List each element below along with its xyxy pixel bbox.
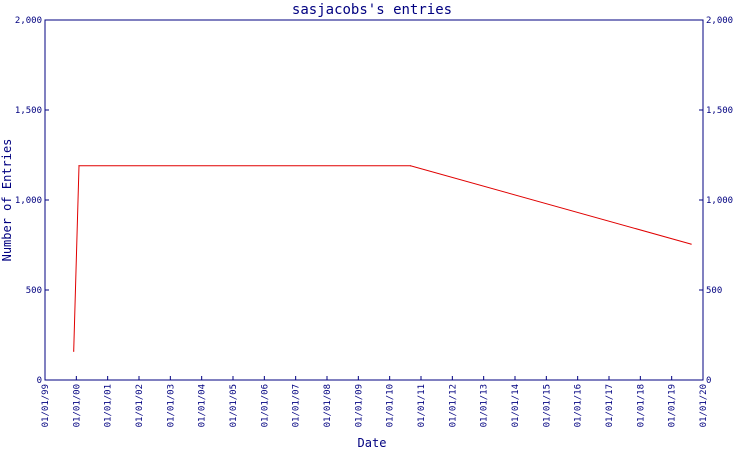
y-axis-label: Number of Entries (0, 139, 14, 262)
x-tick-label: 01/01/01 (104, 384, 114, 427)
x-tick-label: 01/01/19 (668, 384, 678, 427)
data-point (78, 165, 80, 167)
x-tick-label: 01/01/09 (354, 384, 364, 427)
y-tick-label-right: 2,000 (706, 16, 733, 26)
plot-frame (44, 19, 704, 381)
x-tick-label: 01/01/00 (72, 384, 82, 427)
x-tick-label: 01/01/16 (574, 384, 584, 427)
y-tick-label-left: 0 (37, 376, 42, 386)
x-tick-label: 01/01/06 (260, 384, 270, 427)
y-tick-label-right: 0 (706, 376, 711, 386)
y-tick-label-right: 1,000 (706, 196, 733, 206)
x-tick-label: 01/01/10 (386, 384, 396, 427)
y-tick-label-right: 500 (706, 286, 722, 296)
y-tick-label-left: 1,500 (15, 106, 42, 116)
x-tick-label: 01/01/04 (198, 384, 208, 427)
x-tick-label: 01/01/08 (323, 384, 333, 427)
x-tick-label: 01/01/12 (448, 384, 458, 427)
data-point (690, 243, 692, 245)
x-tick-label: 01/01/03 (166, 384, 176, 427)
chart-title: sasjacobs's entries (292, 2, 452, 18)
x-tick-label: 01/01/18 (636, 384, 646, 427)
x-tick-label: 01/01/05 (229, 384, 239, 427)
x-tick-label: 01/01/99 (41, 384, 51, 427)
data-point (409, 165, 412, 167)
series-line (73, 165, 692, 352)
x-tick-label: 01/01/13 (480, 384, 490, 427)
y-tick-label-left: 2,000 (15, 16, 42, 26)
x-tick-label: 01/01/14 (511, 384, 521, 427)
y-axis-ticks: 0 0 500 500 1,000 1,000 1,500 1,500 2,000 2,000 (15, 16, 733, 386)
x-tick-label: 01/01/07 (292, 384, 302, 427)
y-tick-label-left: 500 (26, 286, 42, 296)
y-tick-label-right: 1,500 (706, 106, 733, 116)
data-point (73, 350, 75, 352)
x-axis-ticks: 01/01/99 01/01/00 01/01/01 01/01/02 01/01/03… (41, 376, 709, 427)
x-tick-label: 01/01/20 (699, 384, 709, 427)
x-tick-label: 01/01/02 (135, 384, 145, 427)
x-tick-label: 01/01/15 (542, 384, 552, 427)
x-axis-label: Date (358, 436, 387, 450)
y-tick-label-left: 1,000 (15, 196, 42, 206)
series-group (73, 165, 692, 352)
x-tick-label: 01/01/11 (417, 384, 427, 427)
x-tick-label: 01/01/17 (605, 384, 615, 427)
